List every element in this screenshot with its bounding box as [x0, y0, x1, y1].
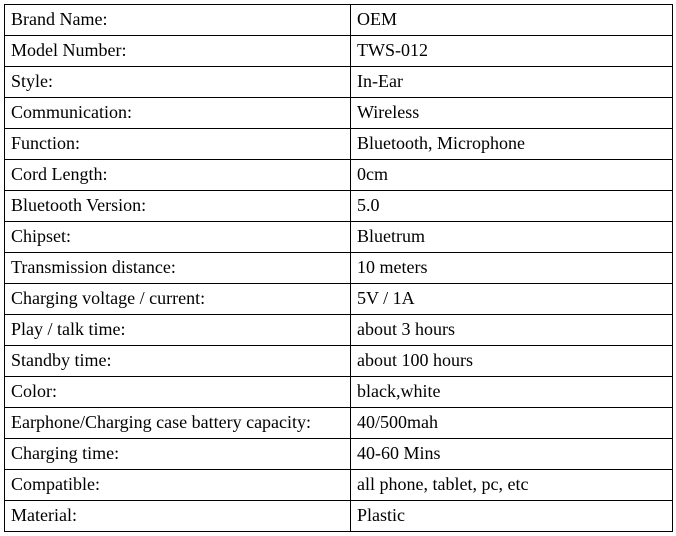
table-row: Material:Plastic	[5, 501, 673, 532]
spec-label: Brand Name:	[5, 5, 351, 36]
table-row: Earphone/Charging case battery capacity:…	[5, 408, 673, 439]
table-row: Standby time:about 100 hours	[5, 346, 673, 377]
spec-value: 0cm	[351, 160, 673, 191]
spec-value: TWS-012	[351, 36, 673, 67]
spec-label: Function:	[5, 129, 351, 160]
spec-label: Compatible:	[5, 470, 351, 501]
spec-label: Charging voltage / current:	[5, 284, 351, 315]
table-row: Cord Length:0cm	[5, 160, 673, 191]
table-row: Charging time:40-60 Mins	[5, 439, 673, 470]
spec-value: Plastic	[351, 501, 673, 532]
spec-value: Bluetooth, Microphone	[351, 129, 673, 160]
table-row: Compatible:all phone, tablet, pc, etc	[5, 470, 673, 501]
spec-value: 40-60 Mins	[351, 439, 673, 470]
spec-label: Material:	[5, 501, 351, 532]
spec-label: Model Number:	[5, 36, 351, 67]
table-row: Communication:Wireless	[5, 98, 673, 129]
spec-table-body: Brand Name:OEM Model Number:TWS-012 Styl…	[5, 5, 673, 532]
table-row: Model Number:TWS-012	[5, 36, 673, 67]
spec-label: Charging time:	[5, 439, 351, 470]
spec-value: 5.0	[351, 191, 673, 222]
spec-value: black,white	[351, 377, 673, 408]
table-row: Bluetooth Version:5.0	[5, 191, 673, 222]
spec-label: Cord Length:	[5, 160, 351, 191]
spec-label: Style:	[5, 67, 351, 98]
spec-value: all phone, tablet, pc, etc	[351, 470, 673, 501]
table-row: Chipset:Bluetrum	[5, 222, 673, 253]
spec-value: Bluetrum	[351, 222, 673, 253]
spec-value: 10 meters	[351, 253, 673, 284]
spec-label: Play / talk time:	[5, 315, 351, 346]
spec-label: Communication:	[5, 98, 351, 129]
table-row: Play / talk time:about 3 hours	[5, 315, 673, 346]
table-row: Transmission distance:10 meters	[5, 253, 673, 284]
spec-value: Wireless	[351, 98, 673, 129]
table-row: Function:Bluetooth, Microphone	[5, 129, 673, 160]
spec-label: Transmission distance:	[5, 253, 351, 284]
spec-value: about 3 hours	[351, 315, 673, 346]
spec-value: OEM	[351, 5, 673, 36]
table-row: Brand Name:OEM	[5, 5, 673, 36]
spec-table: Brand Name:OEM Model Number:TWS-012 Styl…	[4, 4, 673, 532]
spec-label: Bluetooth Version:	[5, 191, 351, 222]
spec-label: Standby time:	[5, 346, 351, 377]
spec-value: In-Ear	[351, 67, 673, 98]
spec-label: Chipset:	[5, 222, 351, 253]
spec-label: Color:	[5, 377, 351, 408]
table-row: Style:In-Ear	[5, 67, 673, 98]
table-row: Color:black,white	[5, 377, 673, 408]
spec-label: Earphone/Charging case battery capacity:	[5, 408, 351, 439]
spec-value: 5V / 1A	[351, 284, 673, 315]
spec-value: about 100 hours	[351, 346, 673, 377]
table-row: Charging voltage / current:5V / 1A	[5, 284, 673, 315]
spec-value: 40/500mah	[351, 408, 673, 439]
